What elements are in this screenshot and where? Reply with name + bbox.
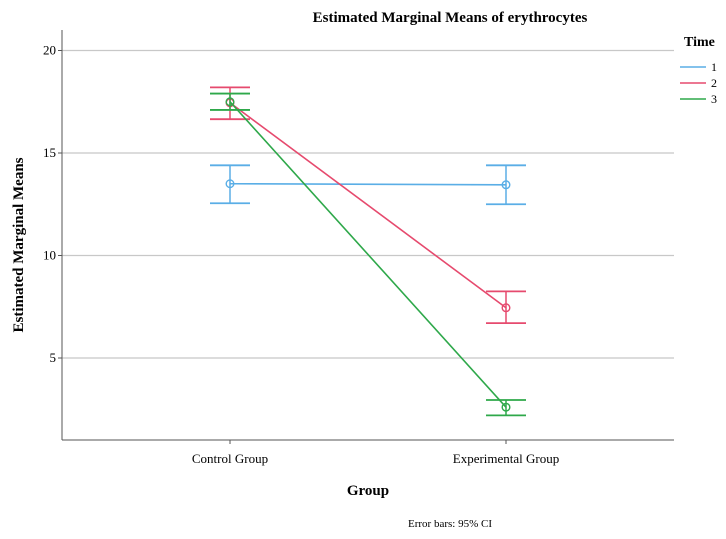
chart-title: Estimated Marginal Means of erythrocytes <box>313 10 588 26</box>
series-line-1 <box>229 182 507 186</box>
y-axis-title: Estimated Marginal Means <box>11 157 27 332</box>
data-point-1-1 <box>501 180 511 190</box>
series-2 <box>210 86 526 325</box>
series-line-3 <box>229 101 507 408</box>
data-point-2-1 <box>501 303 511 313</box>
series-1 <box>210 164 526 206</box>
series-layer <box>210 86 526 417</box>
legend-label-2: 2 <box>711 76 717 90</box>
x-tick-label-0: Control Group <box>192 451 268 466</box>
x-tick-label-1: Experimental Group <box>453 451 560 466</box>
data-point-1-0 <box>225 179 235 189</box>
data-point-3-1 <box>501 402 511 412</box>
y-tick-label-10: 10 <box>43 248 56 263</box>
y-tick-label-15: 15 <box>43 145 56 160</box>
data-point-3-0 <box>225 97 235 107</box>
x-axis-title: Group <box>347 483 389 499</box>
legend-label-1: 1 <box>711 60 717 74</box>
legend-label-3: 3 <box>711 92 717 106</box>
footnote: Error bars: 95% CI <box>408 518 492 530</box>
axes-layer: 5 10 15 20 Control Group Experimental Group <box>43 30 674 466</box>
series-line-2 <box>229 102 507 309</box>
legend-title: Time <box>684 35 715 50</box>
y-tick-label-5: 5 <box>50 350 57 365</box>
legend: Time 1 2 3 <box>680 35 717 106</box>
series-3 <box>210 92 526 417</box>
grid-layer <box>62 49 674 359</box>
y-tick-label-20: 20 <box>43 43 56 58</box>
